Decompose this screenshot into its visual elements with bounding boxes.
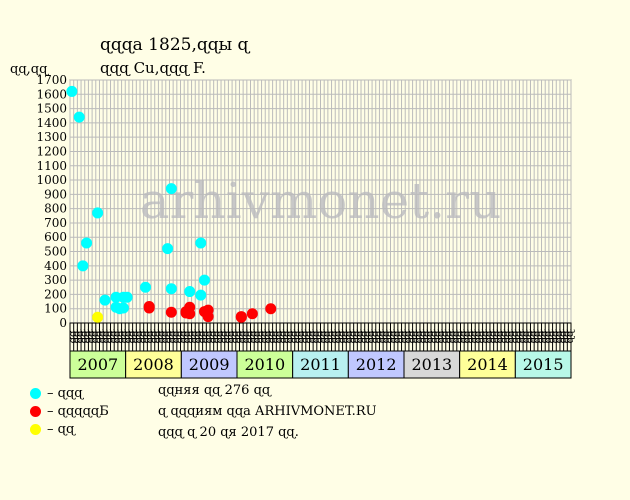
year-cell: [403, 350, 461, 379]
data-point: [77, 260, 89, 272]
data-point: [165, 306, 177, 318]
data-point: [81, 237, 93, 249]
year-cell: [236, 350, 294, 379]
data-point: [184, 286, 196, 298]
y-tick-label: 500: [44, 245, 67, 259]
y-tick-label: 1700: [36, 73, 67, 87]
year-label: 2011: [300, 355, 341, 374]
data-point: [73, 111, 85, 123]
y-tick-label: 1500: [36, 102, 67, 116]
data-point: [117, 302, 129, 314]
y-tick-label: 1400: [36, 116, 67, 130]
legend-label: – ɋɋɋ: [47, 385, 83, 401]
y-tick-label: 300: [44, 273, 67, 287]
legend-item: – ɋɋ: [30, 420, 109, 438]
data-point: [165, 183, 177, 195]
data-point: [198, 274, 210, 286]
year-label: 2008: [133, 355, 174, 374]
data-point: [165, 283, 177, 295]
year-cell: [459, 350, 516, 379]
data-point: [162, 243, 174, 255]
y-tick-label: 1200: [36, 144, 67, 158]
info-block: ɋɋняя ɋɋ 276 ɋɋ ɋ ɋɋɋиям ɋɋa ARHIVMONET.…: [158, 380, 377, 443]
y-tick-label: 1300: [36, 130, 67, 144]
legend-swatch: [30, 423, 41, 435]
month-tick-label: ɋɋ: [565, 329, 576, 343]
y-tick-label: 600: [44, 230, 67, 244]
data-point: [195, 289, 207, 301]
y-tick-label: 1000: [36, 173, 67, 187]
year-label: 2012: [356, 355, 397, 374]
year-cell: [292, 350, 349, 379]
year-label: 2014: [467, 355, 508, 374]
year-label: 2010: [244, 355, 285, 374]
legend-item: – ɋɋɋɋɋБ: [30, 402, 109, 420]
year-label: 2015: [523, 355, 564, 374]
chart-title: ɋɋɋa 1825,ɋɋы ɋ: [100, 35, 249, 55]
year-label: 2013: [411, 355, 452, 374]
y-tick-label: 200: [44, 287, 67, 301]
y-tick-label: 400: [44, 259, 67, 273]
y-tick-label: 700: [44, 216, 67, 230]
year-cell: [180, 350, 238, 379]
info-line: ɋɋняя ɋɋ 276 ɋɋ: [158, 383, 271, 398]
data-point: [195, 237, 207, 249]
legend-swatch: [30, 387, 41, 399]
legend-swatch: [30, 405, 41, 417]
y-axis-unit: ɋɋ,ɋɋ: [10, 62, 48, 77]
data-point: [140, 281, 152, 293]
year-label: 2009: [189, 355, 230, 374]
legend-item: – ɋɋɋ: [30, 384, 109, 402]
data-point: [184, 308, 196, 320]
year-label: 2007: [77, 355, 118, 374]
data-point: [66, 85, 78, 97]
y-tick-label: 0: [59, 316, 67, 330]
y-tick-label: 1600: [36, 87, 67, 101]
data-point: [246, 308, 258, 320]
data-point: [235, 311, 247, 323]
legend: – ɋɋɋ – ɋɋɋɋɋБ – ɋɋ: [30, 384, 109, 438]
legend-label: – ɋɋ: [47, 421, 75, 437]
data-point: [92, 207, 104, 219]
info-line: ɋ ɋɋɋиям ɋɋa ARHIVMONET.RU: [158, 404, 377, 419]
year-cell: [514, 350, 572, 379]
year-cell: [69, 350, 127, 379]
y-tick-label: 100: [44, 302, 67, 316]
year-cell: [125, 350, 182, 379]
data-point: [99, 294, 111, 306]
data-point: [121, 291, 133, 303]
data-point: [143, 302, 155, 314]
y-tick-label: 1100: [36, 159, 67, 173]
data-point: [92, 311, 104, 323]
legend-label: – ɋɋɋɋɋБ: [47, 403, 109, 419]
chart-subtitle: ɋɋɋ Cu,ɋɋɋ F.: [100, 59, 206, 77]
y-tick-label: 900: [44, 187, 67, 201]
data-point: [265, 303, 277, 315]
info-line: ɋɋɋ ɋ 20 ɋя 2017 ɋɋ.: [158, 425, 299, 440]
y-tick-label: 800: [44, 202, 67, 216]
data-point: [202, 311, 214, 323]
